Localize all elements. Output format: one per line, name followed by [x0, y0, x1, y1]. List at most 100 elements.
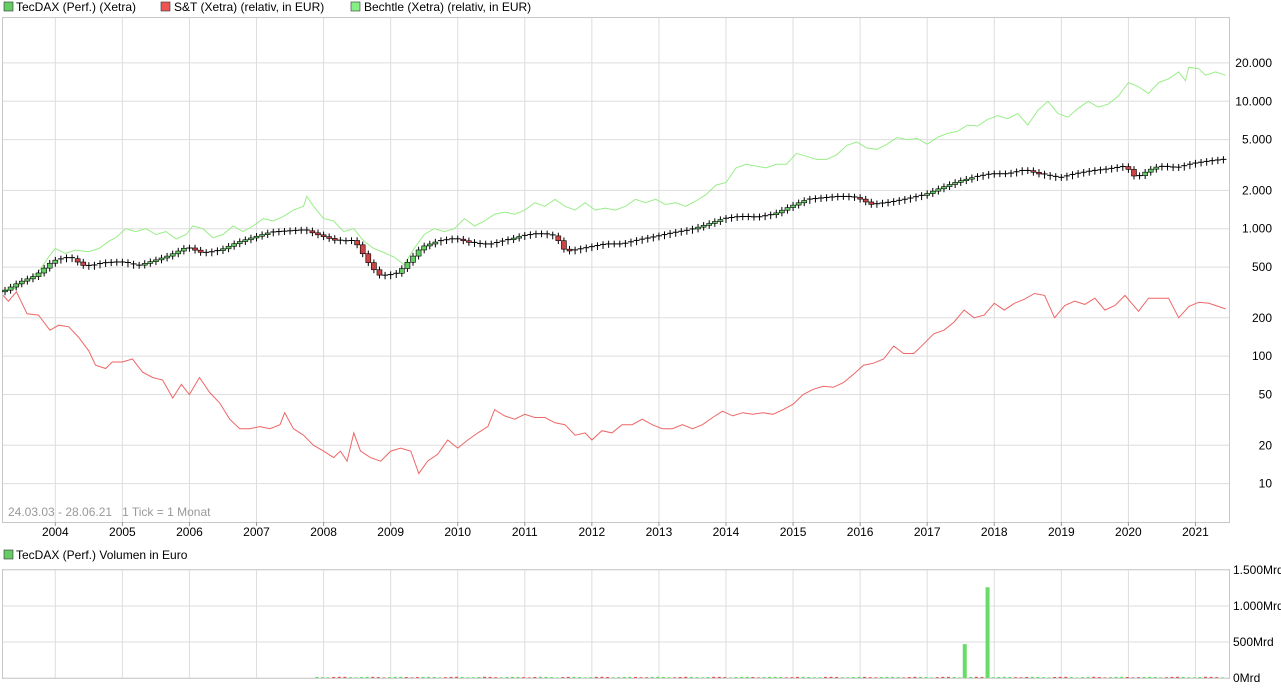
x-tick-label: 2007 — [243, 525, 270, 539]
volume-bar — [935, 677, 939, 678]
volume-bar — [701, 677, 705, 678]
volume-bar — [868, 677, 872, 678]
candle-body — [510, 237, 517, 240]
volume-bar — [695, 677, 699, 678]
y-tick-label: 10.000 — [1235, 94, 1272, 108]
volume-bar — [320, 677, 324, 678]
volume-y-tick-label: 500Mrd — [1233, 635, 1274, 649]
volume-bar — [639, 677, 643, 678]
candle-body — [779, 209, 785, 214]
y-tick-label: 100 — [1252, 349, 1272, 363]
candle-body — [421, 245, 427, 251]
volume-bar — [1008, 676, 1012, 678]
volume-bar — [477, 676, 481, 678]
volume-bar — [896, 677, 900, 678]
volume-bar — [969, 676, 973, 678]
x-tick-label: 2012 — [579, 525, 606, 539]
x-tick-label: 2019 — [1048, 525, 1075, 539]
volume-bar — [796, 676, 800, 678]
volume-bar — [745, 676, 749, 678]
candle-body — [717, 219, 724, 222]
volume-bar — [818, 677, 822, 678]
volume-bar — [561, 677, 565, 678]
candle-body — [52, 259, 59, 264]
volume-bar — [762, 677, 766, 678]
candle-body — [712, 221, 718, 224]
volume-bar — [997, 676, 1001, 678]
volume-bar — [723, 677, 727, 678]
candle-body — [309, 230, 316, 234]
candle-body — [399, 268, 405, 274]
volume-bar — [572, 676, 576, 678]
volume-bar — [673, 677, 677, 678]
volume-bar — [823, 676, 827, 678]
y-tick-label: 1.000 — [1242, 222, 1272, 236]
candle-body — [376, 269, 383, 276]
volume-bar — [879, 677, 883, 678]
volume-bar — [773, 676, 777, 678]
candle-body — [432, 241, 439, 245]
volume-bar — [555, 677, 559, 678]
volume-bar — [443, 677, 447, 678]
volume-bar — [566, 676, 570, 678]
volume-bar — [991, 677, 995, 678]
volume-panel: 0Mrd 500Mrd 1.000Mrd 1.500Mrd — [2, 563, 1281, 685]
volume-y-tick-label: 0Mrd — [1233, 671, 1260, 685]
volume-bar — [410, 677, 414, 678]
candle-body — [460, 238, 467, 242]
volume-bar — [326, 677, 330, 678]
candle-body — [410, 255, 416, 263]
volume-bar — [427, 676, 431, 678]
candle-body — [35, 272, 42, 277]
candle-body — [231, 243, 237, 247]
volume-bar — [404, 677, 408, 678]
volume-bar — [594, 676, 598, 678]
volume-bar — [455, 676, 459, 678]
volume-bar — [466, 677, 470, 678]
x-tick-label: 2013 — [646, 525, 673, 539]
candle-body — [164, 255, 170, 259]
x-tick-label: 2021 — [1182, 525, 1209, 539]
candle-body — [331, 238, 338, 241]
volume-bar — [633, 676, 637, 678]
volume-bar — [918, 676, 922, 678]
volume-bar — [415, 677, 419, 678]
volume-bar — [550, 677, 554, 678]
volume-bar — [1198, 676, 1202, 678]
volume-bar — [622, 676, 626, 678]
volume-bar — [578, 677, 582, 678]
candle-body — [426, 243, 433, 247]
volume-bar — [1164, 677, 1168, 678]
volume-y-axis: 0Mrd 500Mrd 1.000Mrd 1.500Mrd — [1233, 563, 1281, 685]
volume-y-tick-label: 1.500Mrd — [1233, 563, 1281, 577]
volume-bar — [538, 676, 542, 678]
volume-bar — [1109, 677, 1113, 678]
volume-bar — [678, 676, 682, 678]
volume-bar — [740, 676, 744, 678]
volume-bar — [734, 677, 738, 678]
volume-bar — [589, 677, 593, 678]
x-tick-label: 2009 — [377, 525, 404, 539]
y-tick-label: 50 — [1259, 388, 1273, 402]
main-x-axis: 2004 2005 2006 2007 2008 2009 2010 2011 2012 2013… — [42, 522, 1209, 539]
volume-bar — [544, 676, 548, 678]
volume-bar — [1019, 677, 1023, 678]
volume-bar — [365, 676, 369, 678]
volume-bar — [913, 676, 917, 678]
volume-y-tick-label: 1.000Mrd — [1233, 599, 1281, 613]
candle-body — [181, 247, 187, 252]
candle-body — [141, 263, 148, 266]
volume-bar — [315, 676, 319, 678]
x-tick-label: 2014 — [713, 525, 740, 539]
candle-body — [365, 253, 372, 263]
volume-bar — [1153, 676, 1157, 678]
candle-body — [326, 236, 332, 239]
candle-body — [516, 236, 522, 239]
candle-body — [147, 261, 154, 264]
legend-label-tecdax: TecDAX (Perf.) (Xetra) — [16, 0, 136, 14]
volume-bar — [1097, 677, 1101, 678]
volume-bar — [857, 676, 861, 678]
legend-swatch-bechtle — [350, 1, 361, 12]
x-tick-label: 2016 — [847, 525, 874, 539]
candle-body — [259, 234, 265, 237]
